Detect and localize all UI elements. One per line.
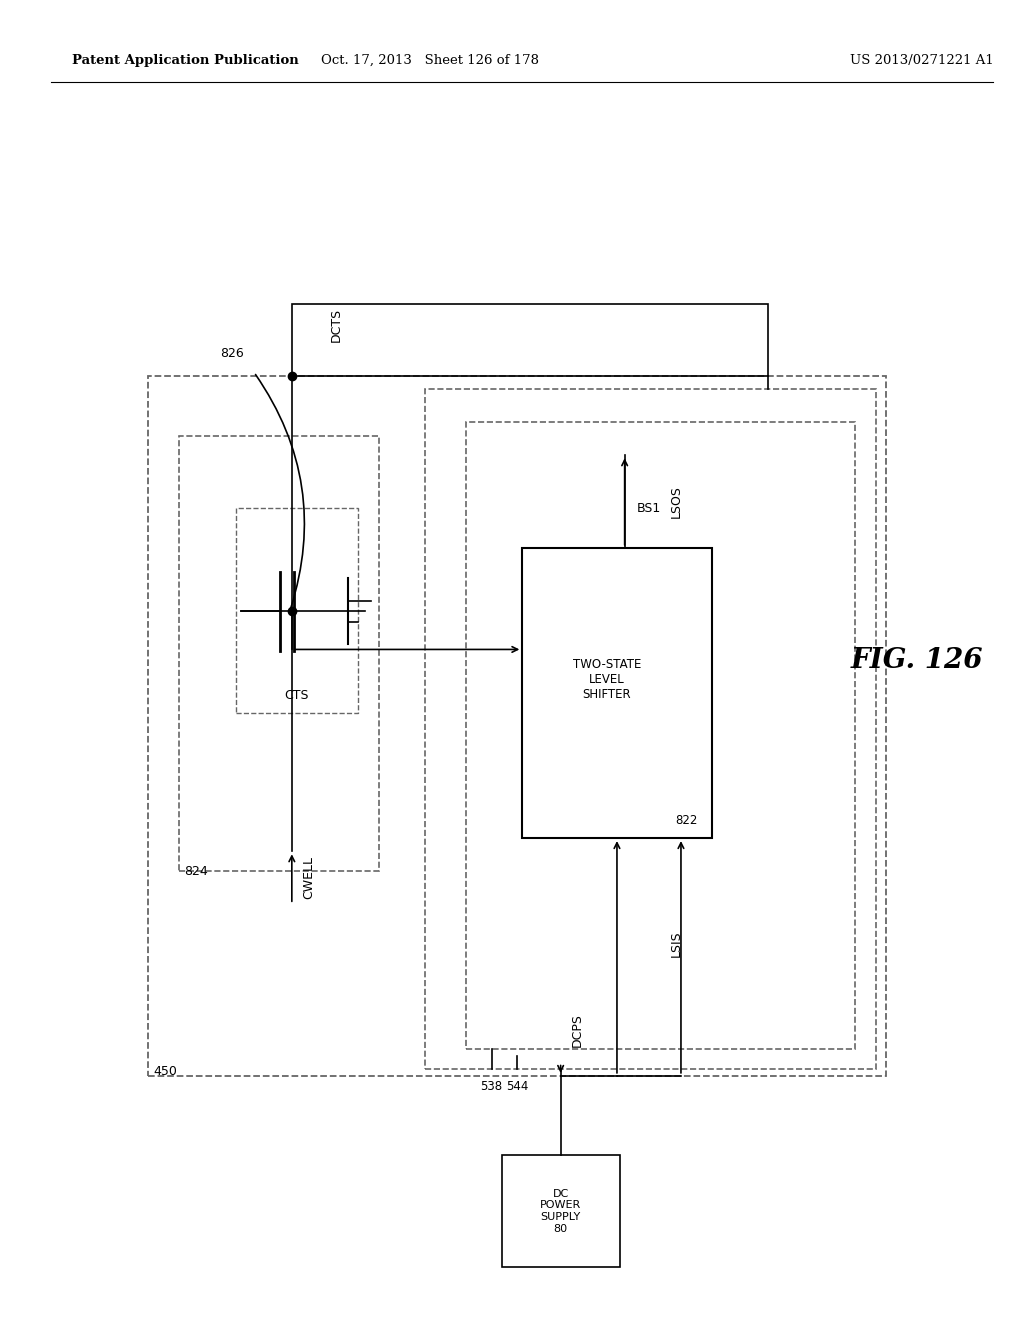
Text: 544: 544	[506, 1080, 528, 1093]
Bar	[466, 422, 855, 1049]
Bar	[148, 376, 886, 1076]
Text: Patent Application Publication: Patent Application Publication	[72, 54, 298, 67]
Bar	[502, 1155, 620, 1267]
Bar	[179, 436, 379, 871]
Bar	[236, 508, 358, 713]
Text: BS1: BS1	[637, 502, 662, 515]
Text: CWELL: CWELL	[302, 857, 315, 899]
Text: US 2013/0271221 A1: US 2013/0271221 A1	[850, 54, 993, 67]
Text: LSOS: LSOS	[670, 486, 682, 517]
Bar	[292, 304, 768, 376]
Text: 824: 824	[184, 865, 208, 878]
Text: CTS: CTS	[285, 689, 309, 702]
Text: LSIS: LSIS	[670, 931, 682, 957]
Text: Oct. 17, 2013   Sheet 126 of 178: Oct. 17, 2013 Sheet 126 of 178	[322, 54, 539, 67]
Text: DCTS: DCTS	[330, 308, 343, 342]
Text: DC
POWER
SUPPLY
80: DC POWER SUPPLY 80	[540, 1189, 582, 1233]
Bar	[522, 548, 712, 838]
Text: DCPS: DCPS	[571, 1012, 584, 1047]
Text: 826: 826	[220, 347, 244, 360]
Text: 822: 822	[675, 814, 697, 828]
Text: TWO-STATE
LEVEL
SHIFTER: TWO-STATE LEVEL SHIFTER	[572, 659, 641, 701]
Text: FIG. 126: FIG. 126	[850, 647, 983, 673]
Bar	[425, 389, 876, 1069]
Text: 538: 538	[480, 1080, 503, 1093]
Text: 450: 450	[154, 1065, 177, 1078]
